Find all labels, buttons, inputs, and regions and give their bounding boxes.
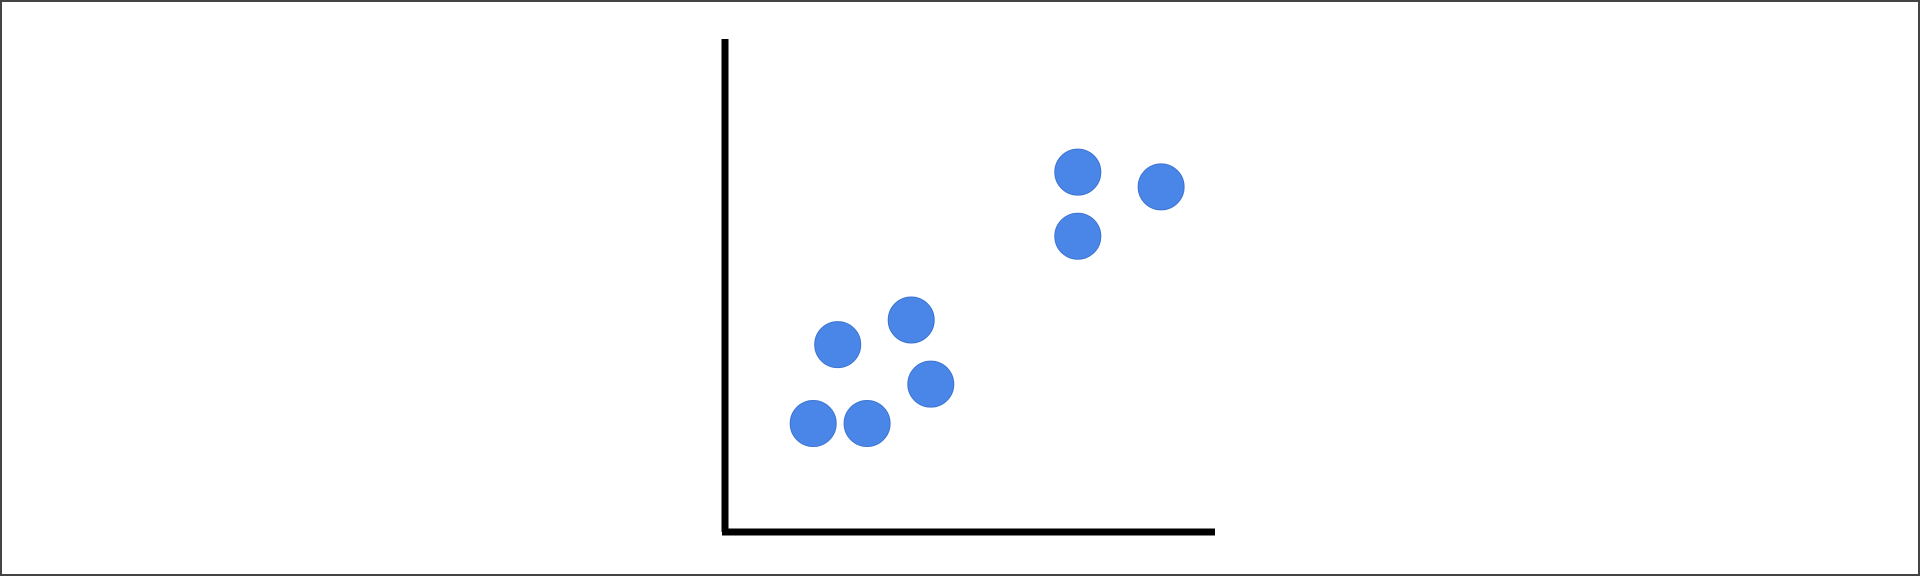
scatter-point xyxy=(814,321,862,369)
scatter-point xyxy=(843,400,891,448)
scatter-point xyxy=(907,360,955,408)
scatter-points xyxy=(789,148,1185,448)
scatter-point xyxy=(1054,212,1102,260)
scatter-point xyxy=(887,296,935,344)
scatter-point xyxy=(1137,163,1185,211)
scatter-point xyxy=(1054,148,1102,196)
scatter-point xyxy=(789,400,837,448)
